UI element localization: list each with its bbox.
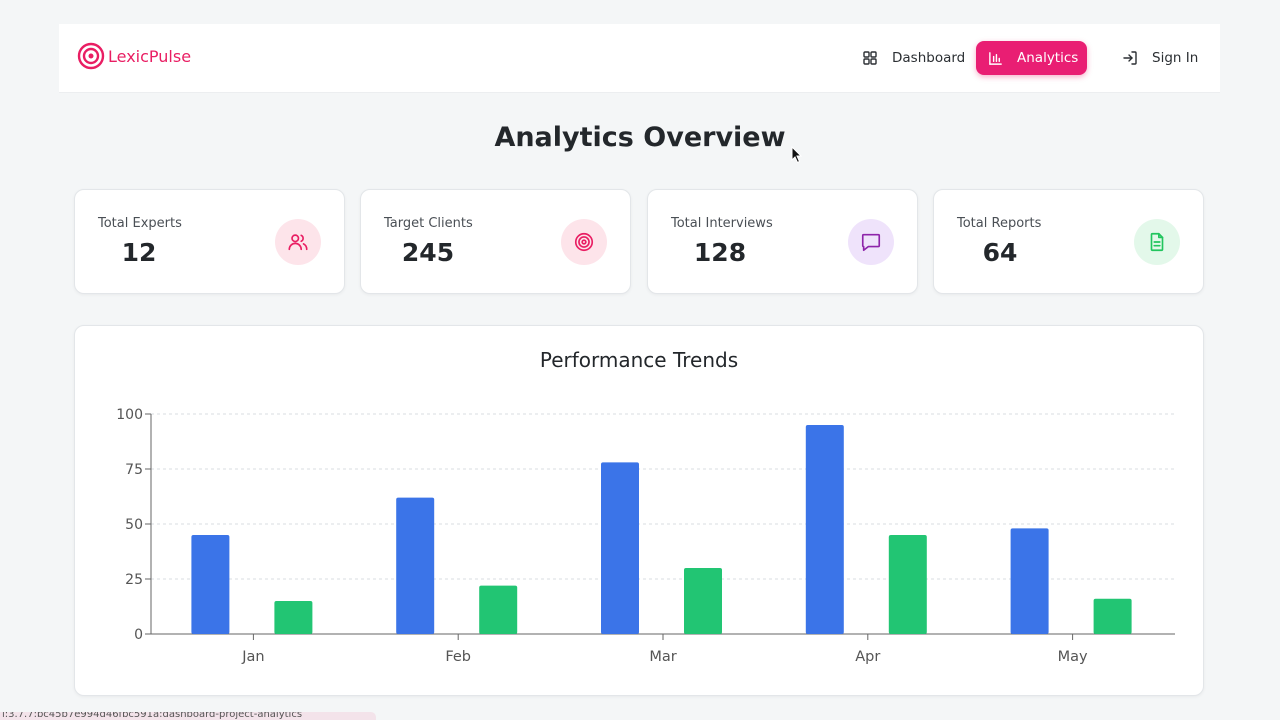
stat-value: 245 xyxy=(401,238,455,267)
bar-feb-series-1 xyxy=(396,497,435,634)
nav-dashboard[interactable]: Dashboard xyxy=(854,41,973,75)
x-tick-label: Jan xyxy=(241,649,264,665)
target-logo-icon xyxy=(77,42,105,70)
bar-apr-series-2 xyxy=(888,535,927,634)
stat-card-total-interviews: Total Interviews 128 xyxy=(647,189,918,294)
performance-chart-card: Performance Trends 0 25 50 75 100 Jan Feb Mar Ap… xyxy=(74,325,1204,696)
y-tick-label: 75 xyxy=(125,462,143,478)
stat-label: Total Reports xyxy=(957,216,1042,231)
sign-in-icon xyxy=(1123,51,1137,65)
stat-value: 128 xyxy=(693,238,747,267)
stat-label: Total Interviews xyxy=(671,216,773,231)
stat-card-total-reports: Total Reports 64 xyxy=(933,189,1204,294)
nav-sign-in[interactable]: Sign In xyxy=(1114,41,1206,75)
chart-title: Performance Trends xyxy=(539,348,739,372)
bar-mar-series-2 xyxy=(684,568,722,634)
stat-card-target-clients: Target Clients 245 xyxy=(360,189,631,294)
target-icon xyxy=(561,219,607,265)
x-tick-label: May xyxy=(1058,649,1088,665)
navbar: LexicPulse Dashboard Analytics Sign In xyxy=(59,24,1220,93)
message-icon xyxy=(848,219,894,265)
status-url: l:3.7.7:bc45b7e994d46fbc591a:dashboard-p… xyxy=(2,712,303,720)
y-tick-label: 50 xyxy=(125,517,143,533)
stat-value: 64 xyxy=(982,238,1018,267)
bar-may-series-1 xyxy=(1010,528,1049,634)
page-title: Analytics Overview xyxy=(494,122,786,153)
bar-chart: 0 25 50 75 100 Jan Feb Mar Apr May xyxy=(116,407,1175,665)
document-icon xyxy=(1134,219,1180,265)
x-tick-label: Apr xyxy=(855,649,880,665)
mouse-cursor-icon xyxy=(791,146,803,164)
stat-value: 12 xyxy=(121,238,157,267)
bar-jan-series-1 xyxy=(191,535,230,634)
bar-apr-series-1 xyxy=(805,425,844,634)
stat-label: Target Clients xyxy=(384,216,473,231)
bar-may-series-2 xyxy=(1093,598,1132,634)
brand-logo[interactable]: LexicPulse xyxy=(77,42,191,70)
y-tick-label: 25 xyxy=(125,572,143,588)
stat-card-total-experts: Total Experts 12 xyxy=(74,189,345,294)
brand-name: LexicPulse xyxy=(108,46,192,66)
stat-label: Total Experts xyxy=(98,216,182,231)
bar-jan-series-2 xyxy=(274,601,313,634)
nav-dashboard-label: Dashboard xyxy=(892,50,966,66)
users-icon xyxy=(275,219,321,265)
grid-icon xyxy=(863,51,877,65)
y-tick-label: 100 xyxy=(116,407,143,423)
x-tick-label: Mar xyxy=(649,649,676,665)
nav-analytics[interactable]: Analytics xyxy=(976,41,1087,75)
x-tick-label: Feb xyxy=(445,649,471,665)
bar-feb-series-2 xyxy=(479,585,518,634)
bar-chart-icon xyxy=(989,51,1002,65)
bar-mar-series-1 xyxy=(601,462,639,634)
nav-analytics-label: Analytics xyxy=(1017,50,1079,66)
status-url-bar: l:3.7.7:bc45b7e994d46fbc591a:dashboard-p… xyxy=(0,712,376,720)
y-tick-label: 0 xyxy=(134,627,143,643)
nav-sign-in-label: Sign In xyxy=(1152,50,1199,66)
